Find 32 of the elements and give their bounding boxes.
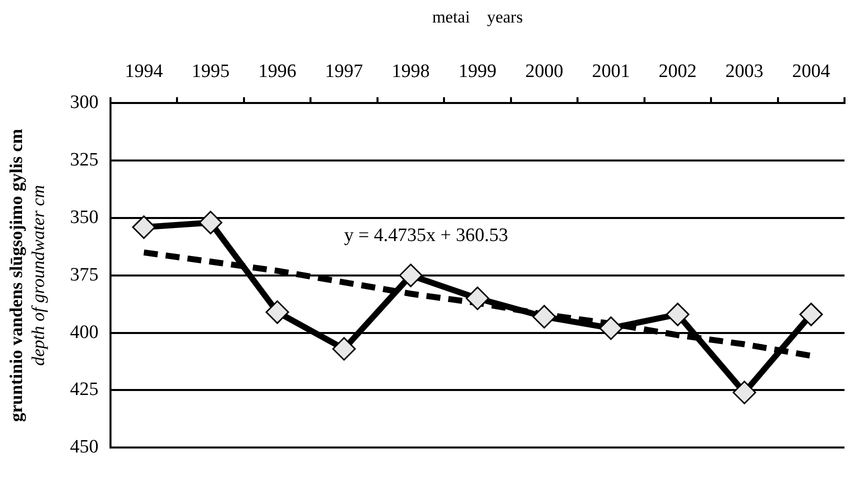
x-tick-label: 2000 <box>525 60 564 82</box>
y-tick-label: 325 <box>70 150 98 171</box>
y-tick-label: 425 <box>70 379 98 400</box>
x-tick-label: 1996 <box>258 60 296 82</box>
point <box>466 286 490 310</box>
y-axis-title: gruntinio vandens slūgsojimo gylis cm depth of groundwater cm <box>6 128 48 422</box>
x-tick-label: 1998 <box>392 60 430 82</box>
x-tick-label: 2002 <box>658 60 697 82</box>
x-tick-label: 1995 <box>192 60 230 82</box>
x-tick-label: 2003 <box>725 60 764 82</box>
x-axis-title: metai years <box>432 8 523 27</box>
x-tick-label: 2001 <box>592 60 630 82</box>
y-tick-label: 300 <box>70 92 98 114</box>
y-tick-label: 350 <box>70 206 98 228</box>
x-tick-label: 1994 <box>124 60 164 82</box>
point <box>332 337 356 361</box>
y-tick-label: 400 <box>70 322 98 343</box>
x-tick-label: 2004 <box>792 60 831 82</box>
y-tick-label: 375 <box>70 264 98 286</box>
point <box>198 210 222 234</box>
point <box>732 380 756 404</box>
point <box>666 302 690 326</box>
point <box>132 215 156 239</box>
annotation: y = 4.4735x + 360.53 <box>344 224 508 246</box>
point <box>266 300 290 324</box>
point <box>399 264 423 288</box>
point <box>532 304 556 328</box>
x-tick-label: 1999 <box>458 60 496 82</box>
point <box>799 302 823 326</box>
point <box>599 316 623 340</box>
x-tick-label: 1997 <box>325 60 364 82</box>
y-tick-label: 450 <box>70 436 98 458</box>
